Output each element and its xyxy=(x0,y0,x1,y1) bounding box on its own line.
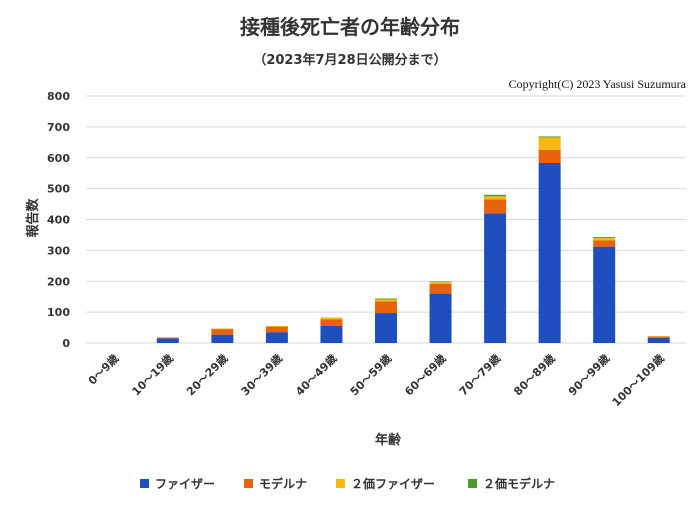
legend-label: ファイザー xyxy=(155,477,215,491)
x-tick-label: 40～49歳 xyxy=(292,351,339,398)
bar-segment xyxy=(265,332,288,343)
bar-segment xyxy=(538,149,561,163)
y-tick-label: 0 xyxy=(62,337,70,350)
x-tick-label: 60～69歳 xyxy=(402,351,449,398)
x-tick-label: 20～29歳 xyxy=(183,351,230,398)
x-axis-title: 年齢 xyxy=(375,432,402,448)
x-axis-ticks: 0～9歳 10～19歳 20～29歳 30～39歳 40～49歳 50～59歳 60～69歳… xyxy=(85,351,667,409)
x-tick-label: 80～89歳 xyxy=(511,351,558,398)
x-tick-label: 0～9歳 xyxy=(85,351,121,387)
bar-segment xyxy=(375,298,397,300)
bar-segment xyxy=(429,281,452,283)
legend-swatch xyxy=(244,479,253,488)
bar-segment xyxy=(211,328,234,330)
bar-segment xyxy=(375,301,397,314)
bars xyxy=(156,136,670,343)
bar-segment xyxy=(265,326,288,333)
x-tick-label: 90～99歳 xyxy=(565,351,612,398)
chart-subtitle: （2023年7月28日公開分まで） xyxy=(253,52,446,68)
bar-segment xyxy=(593,246,616,343)
bar-segment xyxy=(320,326,343,343)
legend: ファイザー モデルナ ２価ファイザー ２価モデルナ xyxy=(140,476,555,491)
gridlines xyxy=(86,95,686,344)
x-tick-label: 10～19歳 xyxy=(129,351,176,398)
bar-segment xyxy=(320,317,343,320)
bar-segment xyxy=(375,313,397,343)
copyright-text: Copyright(C) 2023 Yasusi Suzumura xyxy=(509,77,687,91)
x-tick-label: 30～39歳 xyxy=(238,351,285,398)
bar-segment xyxy=(484,194,507,197)
x-tick-label: 50～59歳 xyxy=(347,351,394,398)
bar-segment xyxy=(429,293,452,343)
legend-label: ２価ファイザー xyxy=(351,476,435,491)
legend-label: ２価モデルナ xyxy=(483,476,555,491)
y-tick-label: 300 xyxy=(47,244,70,257)
bar-segment xyxy=(484,213,507,343)
bar-segment xyxy=(265,326,288,327)
bar-segment xyxy=(211,334,234,343)
legend-label: モデルナ xyxy=(259,476,307,491)
bar-segment xyxy=(647,336,670,338)
bar-segment xyxy=(156,337,179,339)
y-axis-title: 報告数 xyxy=(25,198,41,238)
bar-segment xyxy=(538,136,561,138)
bar-segment xyxy=(156,338,179,343)
bar-segment xyxy=(647,337,670,343)
bar-segment xyxy=(593,240,616,247)
bar-segment xyxy=(211,329,234,335)
y-tick-label: 500 xyxy=(47,183,70,196)
legend-swatch xyxy=(468,479,477,488)
legend-swatch xyxy=(336,479,345,488)
bar-segment xyxy=(538,137,561,150)
y-tick-label: 700 xyxy=(47,121,70,134)
y-tick-label: 100 xyxy=(47,306,70,319)
y-tick-label: 400 xyxy=(47,214,70,227)
y-axis-ticks: 0 100 200 300 400 500 600 700 800 xyxy=(47,90,70,350)
chart-title: 接種後死亡者の年齢分布 xyxy=(240,15,460,39)
bar-segment xyxy=(593,237,616,239)
bar-segment xyxy=(375,299,397,302)
legend-swatch xyxy=(140,479,149,488)
bar-segment xyxy=(538,162,561,343)
y-tick-label: 600 xyxy=(47,152,70,165)
bar-segment xyxy=(593,238,616,241)
y-tick-label: 200 xyxy=(47,275,70,288)
bar-segment xyxy=(429,283,452,294)
bar-segment xyxy=(484,199,507,214)
y-tick-label: 800 xyxy=(47,90,70,103)
bar-segment xyxy=(429,282,452,284)
bar-segment xyxy=(320,319,343,327)
x-tick-label: 70～79歳 xyxy=(456,351,503,398)
bar-segment xyxy=(484,196,507,200)
x-tick-label: 100～109歳 xyxy=(609,351,667,409)
